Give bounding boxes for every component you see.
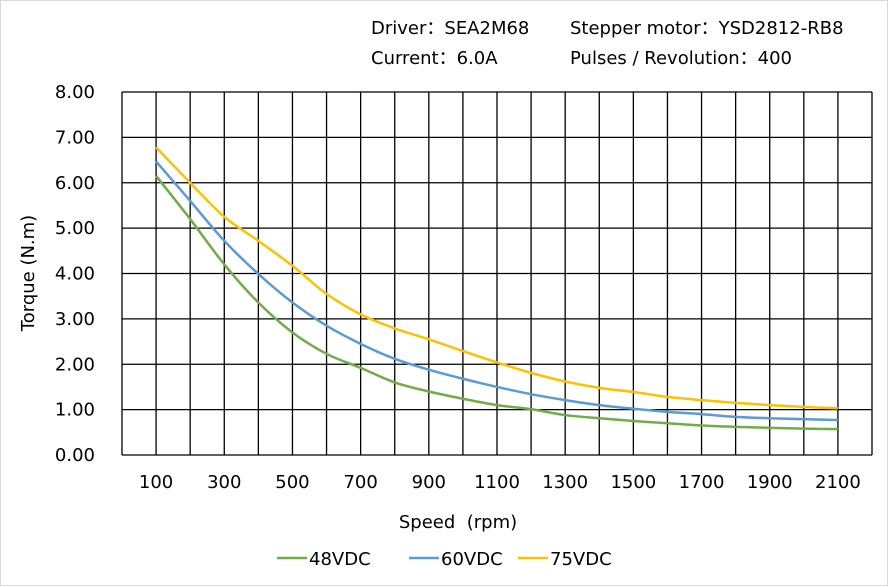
legend-label-60vdc: 60VDC <box>441 549 503 570</box>
y-tick-label: 3.00 <box>55 309 95 330</box>
x-axis-ticks: 100 300 500 700 900 1100 1300 1500 1700 1900 2100 <box>139 472 861 493</box>
y-tick-label: 6.00 <box>55 173 95 194</box>
x-tick-label: 1300 <box>542 472 588 493</box>
y-tick-label: 8.00 <box>55 82 95 103</box>
driver-label: Driver：SEA2M68 <box>371 18 529 39</box>
y-tick-label: 7.00 <box>55 127 95 148</box>
y-tick-label: 5.00 <box>55 218 95 239</box>
y-tick-label: 1.00 <box>55 400 95 421</box>
current-label: Current：6.0A <box>371 48 498 69</box>
grid <box>121 91 873 456</box>
legend-label-48vdc: 48VDC <box>309 549 371 570</box>
legend-label-75vdc: 75VDC <box>550 549 612 570</box>
x-tick-label: 100 <box>139 472 173 493</box>
x-tick-label: 300 <box>207 472 241 493</box>
x-tick-label: 1900 <box>747 472 793 493</box>
series-lines <box>155 146 838 431</box>
x-tick-label: 700 <box>343 472 377 493</box>
series-line-48vdc <box>155 175 838 431</box>
x-tick-label: 500 <box>275 472 309 493</box>
x-tick-label: 1700 <box>679 472 725 493</box>
y-axis-label: Torque (N.m) <box>18 215 39 332</box>
legend: 48VDC 60VDC 75VDC <box>277 549 612 570</box>
y-tick-label: 0.00 <box>55 445 95 466</box>
x-tick-label: 900 <box>412 472 446 493</box>
y-tick-label: 2.00 <box>55 354 95 375</box>
y-axis-ticks: 0.00 1.00 2.00 3.00 4.00 5.00 6.00 7.00 8.00 <box>55 82 95 466</box>
series-line-60vdc <box>155 160 838 422</box>
x-axis-label: Speed (rpm) <box>399 512 517 533</box>
series-line-75vdc <box>155 146 838 410</box>
motor-label: Stepper motor：YSD2812-RB8 <box>570 18 844 39</box>
x-tick-label: 2100 <box>815 472 861 493</box>
y-tick-label: 4.00 <box>55 264 95 285</box>
pulses-label: Pulses / Revolution：400 <box>570 48 792 69</box>
x-tick-label: 1100 <box>474 472 520 493</box>
x-tick-label: 1500 <box>610 472 656 493</box>
